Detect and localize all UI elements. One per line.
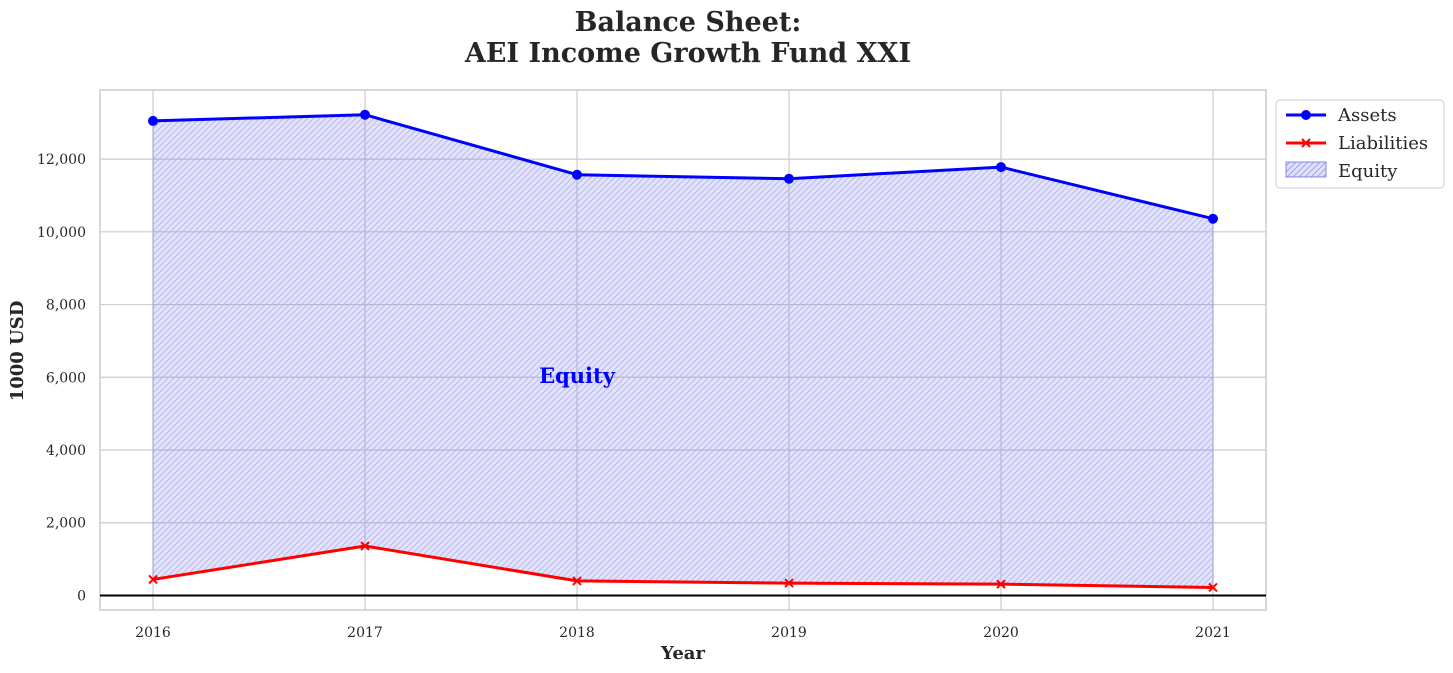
legend-assets-label: Assets xyxy=(1337,105,1397,126)
equity-fill-hatch xyxy=(152,114,1214,588)
x-tick-label: 2016 xyxy=(135,625,171,641)
assets-point xyxy=(996,162,1006,173)
y-tick-label: 6,000 xyxy=(46,370,86,386)
equity-annotation: Equity xyxy=(539,363,616,388)
y-tick-label: 0 xyxy=(77,588,86,604)
x-tick-label: 2017 xyxy=(347,625,383,641)
legend-equity-swatch xyxy=(1285,161,1327,178)
liabilities-point xyxy=(1208,582,1218,593)
series-markers xyxy=(148,109,1218,593)
equity-fill-area xyxy=(152,114,1214,588)
liabilities-point xyxy=(996,579,1006,589)
legend-liabilities-label: Liabilities xyxy=(1338,133,1428,154)
series-lines xyxy=(152,113,1214,589)
y-tick-label: 12,000 xyxy=(37,152,86,168)
assets-point xyxy=(572,169,582,180)
x-axis-label: Year xyxy=(660,643,705,664)
x-tick-label: 2018 xyxy=(559,625,595,641)
liabilities-point xyxy=(572,576,582,586)
x-tick-label: 2021 xyxy=(1195,625,1231,641)
y-tick-label: 4,000 xyxy=(46,443,86,459)
legend-assets-marker xyxy=(1301,110,1311,120)
chart-title-line-1: Balance Sheet: xyxy=(575,7,802,38)
legend-equity-swatch-tint xyxy=(1286,162,1326,177)
x-tick-labels: 2016 2017 2018 2019 2020 2021 xyxy=(135,625,1231,641)
y-tick-label: 10,000 xyxy=(37,225,86,241)
legend: Assets Liabilities Equity xyxy=(1275,99,1445,189)
y-tick-label: 2,000 xyxy=(46,516,86,532)
liabilities-point xyxy=(360,541,370,551)
legend-liabilities-marker xyxy=(1301,138,1311,148)
y-tick-label: 8,000 xyxy=(46,298,86,314)
assets-point xyxy=(148,115,158,126)
x-tick-label: 2019 xyxy=(771,625,807,641)
liabilities-point xyxy=(148,574,158,585)
assets-point xyxy=(784,173,794,184)
x-tick-label: 2020 xyxy=(983,625,1019,641)
assets-point xyxy=(1208,213,1218,224)
chart-title-line-2: AEI Income Growth Fund XXI xyxy=(464,38,911,69)
legend-equity-label: Equity xyxy=(1338,161,1398,182)
liabilities-line xyxy=(152,544,1214,589)
y-tick-labels: 0 2,000 4,000 6,000 8,000 10,000 12,000 xyxy=(37,152,86,604)
assets-point xyxy=(360,109,370,120)
liabilities-point xyxy=(784,578,794,588)
y-axis-label: 1000 USD xyxy=(7,301,28,402)
assets-line xyxy=(152,113,1214,221)
